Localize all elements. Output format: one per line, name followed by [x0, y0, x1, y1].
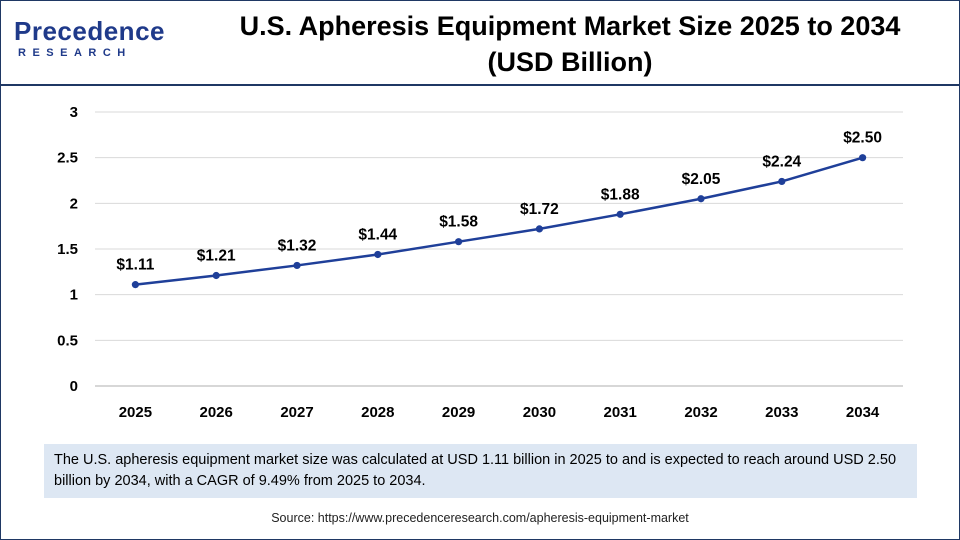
- y-tick-label: 2.5: [57, 150, 78, 167]
- x-tick-label: 2025: [119, 404, 152, 421]
- data-point: [212, 271, 220, 280]
- x-tick-label: 2031: [604, 404, 637, 421]
- data-label: $1.11: [116, 257, 154, 274]
- x-tick-label: 2030: [523, 404, 556, 421]
- line-chart: 0 0.5 1 1.5 2 2.5 3 2025 2026 2027 2028 2029 2030 203…: [57, 104, 903, 421]
- data-point: [697, 195, 705, 203]
- x-tick-label: 2029: [442, 404, 475, 421]
- data-label: $2.24: [762, 153, 801, 170]
- data-label: $1.32: [278, 237, 317, 254]
- series-line: [135, 156, 863, 286]
- x-tick-label: 2026: [200, 404, 233, 421]
- data-point: [535, 225, 544, 233]
- y-tick-label: 0.5: [57, 332, 78, 349]
- data-label: $1.44: [358, 226, 397, 243]
- data-label: $1.88: [601, 186, 640, 203]
- y-tick-label: 1.5: [57, 241, 78, 258]
- x-tick-label: 2028: [361, 404, 394, 421]
- precedence-research-logo[interactable]: Precedence RESEARCH: [14, 14, 164, 66]
- data-label: $1.21: [197, 247, 236, 264]
- header: Precedence RESEARCH U.S. Apheresis Equip…: [0, 0, 960, 86]
- data-label: $2.50: [843, 130, 882, 147]
- chart-title-line-2: (USD Billion): [487, 47, 653, 77]
- data-point: [293, 261, 301, 270]
- summary-box: The U.S. apheresis equipment market size…: [44, 444, 917, 498]
- data-point: [455, 238, 463, 246]
- data-point: [616, 210, 624, 218]
- chart-title: U.S. Apheresis Equipment Market Size 202…: [200, 8, 940, 80]
- data-point: [778, 177, 786, 186]
- data-label: $1.72: [520, 201, 559, 218]
- data-point: [374, 250, 382, 259]
- chart-title-line-1: U.S. Apheresis Equipment Market Size 202…: [239, 11, 901, 41]
- x-tick-label: 2027: [280, 404, 313, 421]
- summary-text: The U.S. apheresis equipment market size…: [54, 452, 897, 489]
- source-note: Source: https://www.precedenceresearch.c…: [271, 511, 689, 525]
- data-point: [131, 281, 139, 289]
- logo-subtitle: RESEARCH: [18, 47, 132, 59]
- y-tick-label: 3: [70, 104, 78, 121]
- y-tick-label: 1: [70, 287, 78, 304]
- x-tick-label: 2033: [765, 404, 798, 421]
- logo-wordmark: Precedence: [14, 16, 165, 46]
- data-point: [859, 154, 867, 162]
- data-label: $2.05: [682, 171, 721, 188]
- x-tick-label: 2034: [846, 404, 880, 421]
- data-label: $1.58: [439, 214, 478, 231]
- x-tick-label: 2032: [684, 404, 717, 421]
- y-tick-label: 0: [70, 378, 78, 395]
- y-tick-label: 2: [70, 195, 78, 212]
